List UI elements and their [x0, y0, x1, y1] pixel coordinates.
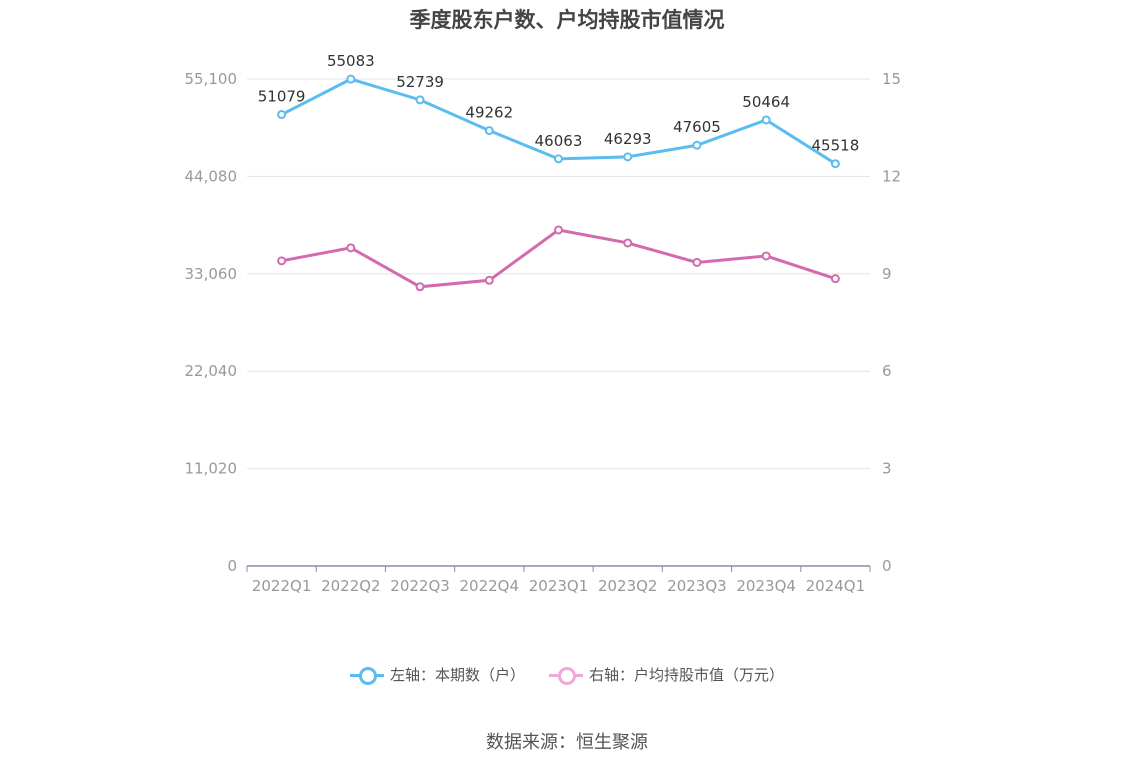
- x-tick-label: 2024Q1: [806, 577, 866, 595]
- legend-item-left[interactable]: 左轴：本期数（户）: [349, 664, 525, 685]
- data-label: 55083: [327, 52, 375, 70]
- legend-left-marker: [349, 665, 384, 685]
- data-label: 52739: [396, 73, 444, 91]
- data-point: [484, 275, 494, 285]
- x-tick-label: 2022Q1: [252, 577, 312, 595]
- x-tick-label: 2023Q4: [736, 577, 796, 595]
- y-right-tick-label: 6: [882, 362, 892, 380]
- data-point: [346, 243, 356, 253]
- x-tick-label: 2022Q3: [390, 577, 450, 595]
- data-point: [415, 282, 425, 292]
- y-right-tick-label: 15: [882, 70, 901, 88]
- x-tick-label: 2023Q1: [529, 577, 589, 595]
- data-point: [692, 140, 702, 150]
- series-line: [281, 228, 836, 289]
- data-label: 49262: [465, 104, 513, 122]
- y-left-tick-label: 44,080: [185, 167, 238, 185]
- source-note: 数据来源：恒生聚源: [486, 732, 648, 753]
- x-tick-label: 2022Q2: [321, 577, 381, 595]
- data-point: [830, 159, 840, 169]
- data-point: [692, 257, 702, 267]
- y-right-tick-label: 12: [882, 167, 901, 185]
- data-label: 46293: [604, 130, 652, 148]
- data-point: [277, 256, 287, 266]
- data-point: [554, 154, 563, 164]
- data-point: [277, 110, 287, 120]
- data-label: 46063: [535, 132, 583, 150]
- data-label: 50464: [742, 93, 790, 111]
- x-tick-label: 2022Q4: [460, 577, 520, 595]
- legend-left-label: 左轴：本期数（户）: [389, 666, 525, 684]
- y-left-tick-label: 55,100: [185, 70, 238, 88]
- data-point: [346, 74, 356, 84]
- data-point: [415, 95, 425, 105]
- data-point: [761, 115, 771, 125]
- y-right-tick-label: 9: [882, 265, 892, 283]
- data-point: [554, 225, 563, 235]
- chart-title: 季度股东户数、户均持股市值情况: [409, 8, 725, 32]
- y-right-tick-label: 3: [882, 460, 892, 478]
- y-left-tick-label: 11,020: [185, 460, 238, 478]
- data-point: [761, 251, 771, 261]
- series-line: [280, 77, 837, 165]
- legend-right-label: 右轴：户均持股市值（万元）: [589, 666, 785, 684]
- y-left-tick-label: 33,060: [185, 265, 238, 283]
- y-left-tick-label: 0: [227, 557, 237, 575]
- data-point: [830, 274, 840, 284]
- legend-item-right[interactable]: 右轴：户均持股市值（万元）: [549, 664, 784, 685]
- data-label: 51079: [258, 88, 306, 106]
- legend: 左轴：本期数（户） 右轴：户均持股市值（万元）: [0, 664, 1134, 685]
- y-right-tick-label: 0: [882, 557, 892, 575]
- data-point: [623, 238, 633, 248]
- x-tick-label: 2023Q3: [667, 577, 727, 595]
- data-point: [623, 152, 633, 162]
- legend-right-marker: [549, 665, 583, 685]
- data-label: 45518: [812, 137, 860, 155]
- y-left-tick-label: 22,040: [185, 362, 238, 380]
- data-label: 47605: [673, 118, 721, 136]
- x-tick-label: 2023Q2: [598, 577, 658, 595]
- data-point: [484, 126, 494, 136]
